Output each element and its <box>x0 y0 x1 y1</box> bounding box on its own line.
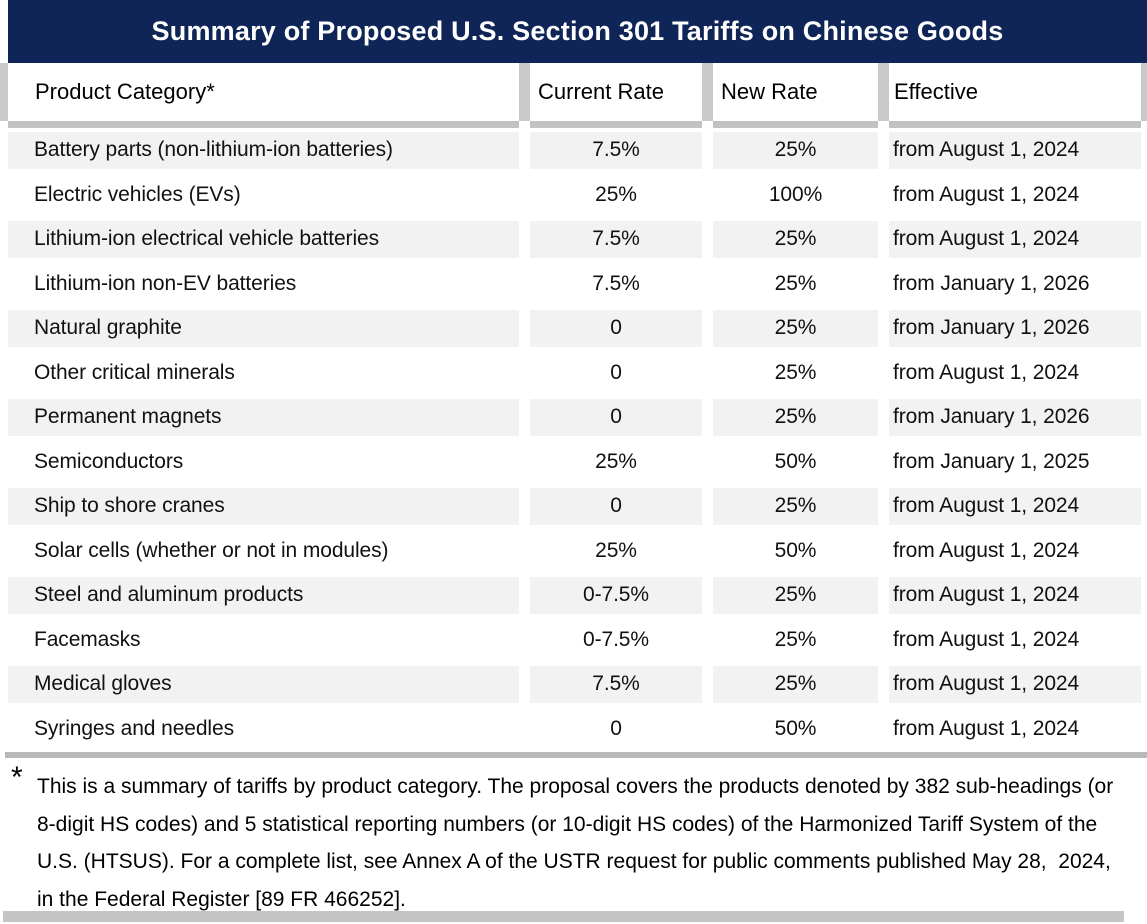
cell-new-rate: 25% <box>713 221 878 258</box>
cell-new-rate: 25% <box>774 360 817 384</box>
title-bar: Summary of Proposed U.S. Section 301 Tar… <box>8 0 1147 63</box>
cell-current-rate: 0-7.5% <box>530 577 702 614</box>
cell-new-rate: 25% <box>713 132 878 169</box>
table-row: Facemasks 0-7.5% 25% from August 1, 2024 <box>0 617 1147 662</box>
table-row: Battery parts (non-lithium-ion batteries… <box>0 128 1147 173</box>
header-underline <box>0 121 1147 128</box>
cell-product-category: Permanent magnets <box>8 399 519 436</box>
column-header-row: Product Category* Current Rate New Rate … <box>0 63 1147 121</box>
cell-effective: from August 1, 2024 <box>893 538 1080 562</box>
cell-product-category: Lithium-ion electrical vehicle batteries <box>8 221 519 258</box>
cell-new-rate: 50% <box>774 716 817 740</box>
cell-new-rate: 25% <box>713 666 878 703</box>
header-underline-segment <box>530 121 702 128</box>
cell-effective: from January 1, 2026 <box>889 310 1141 347</box>
table-row: Lithium-ion non-EV batteries 7.5% 25% fr… <box>0 261 1147 306</box>
cell-effective: from August 1, 2024 <box>893 182 1080 206</box>
header-underline-segment <box>713 121 878 128</box>
footnote-text: This is a summary of tariffs by product … <box>37 775 1120 911</box>
cell-effective: from January 1, 2026 <box>889 399 1141 436</box>
cell-new-rate: 50% <box>774 449 817 473</box>
header-underline-segment <box>8 121 519 128</box>
cell-product-category: Solar cells (whether or not in modules) <box>34 538 389 562</box>
cell-product-category: Facemasks <box>34 627 141 651</box>
cell-product-category: Syringes and needles <box>34 716 234 740</box>
header-underline-segment <box>889 121 1141 128</box>
table-row: Other critical minerals 0 25% from Augus… <box>0 350 1147 395</box>
cell-effective: from August 1, 2024 <box>889 577 1141 614</box>
cell-new-rate: 25% <box>713 577 878 614</box>
table-row: Ship to shore cranes 0 25% from August 1… <box>0 484 1147 529</box>
cell-current-rate: 25% <box>595 449 637 473</box>
cell-effective: from January 1, 2025 <box>893 449 1090 473</box>
cell-effective: from August 1, 2024 <box>889 132 1141 169</box>
cell-new-rate: 25% <box>774 627 817 651</box>
column-header-product-category: Product Category* <box>8 63 519 121</box>
cell-new-rate: 25% <box>774 271 817 295</box>
cell-effective: from August 1, 2024 <box>893 716 1080 740</box>
cell-effective: from January 1, 2026 <box>893 271 1090 295</box>
column-header-new-rate: New Rate <box>713 63 878 121</box>
cell-product-category: Natural graphite <box>8 310 519 347</box>
cell-current-rate: 7.5% <box>592 271 640 295</box>
table-body: Battery parts (non-lithium-ion batteries… <box>0 128 1147 751</box>
cell-current-rate: 25% <box>595 182 637 206</box>
table-row: Natural graphite 0 25% from January 1, 2… <box>0 306 1147 351</box>
table-row: Medical gloves 7.5% 25% from August 1, 2… <box>0 662 1147 707</box>
cell-new-rate: 100% <box>768 182 823 206</box>
table-row: Steel and aluminum products 0-7.5% 25% f… <box>0 573 1147 618</box>
table-row: Semiconductors 25% 50% from January 1, 2… <box>0 439 1147 484</box>
cell-product-category: Battery parts (non-lithium-ion batteries… <box>8 132 519 169</box>
cell-current-rate: 7.5% <box>530 132 702 169</box>
cell-current-rate: 7.5% <box>530 666 702 703</box>
table-row: Permanent magnets 0 25% from January 1, … <box>0 395 1147 440</box>
cell-current-rate: 7.5% <box>530 221 702 258</box>
cell-current-rate: 0 <box>530 488 702 525</box>
column-header-effective: Effective <box>889 63 1141 121</box>
footnote-divider <box>5 752 1147 758</box>
cell-current-rate: 0 <box>530 310 702 347</box>
cell-new-rate: 50% <box>774 538 817 562</box>
cell-product-category: Semiconductors <box>34 449 184 473</box>
cell-effective: from August 1, 2024 <box>893 360 1080 384</box>
cell-current-rate: 25% <box>595 538 637 562</box>
column-header-current-rate: Current Rate <box>530 63 702 121</box>
cell-effective: from August 1, 2024 <box>889 221 1141 258</box>
table-row: Solar cells (whether or not in modules) … <box>0 528 1147 573</box>
cell-current-rate: 0 <box>610 716 622 740</box>
cell-current-rate: 0-7.5% <box>583 627 649 651</box>
cell-new-rate: 25% <box>713 488 878 525</box>
cell-current-rate: 0 <box>530 399 702 436</box>
cell-product-category: Steel and aluminum products <box>8 577 519 614</box>
footnote-asterisk: * <box>11 761 23 794</box>
table-row: Syringes and needles 0 50% from August 1… <box>0 706 1147 751</box>
cell-product-category: Other critical minerals <box>34 360 235 384</box>
cell-effective: from August 1, 2024 <box>893 627 1080 651</box>
cell-effective: from August 1, 2024 <box>889 666 1141 703</box>
cell-new-rate: 25% <box>713 399 878 436</box>
cell-effective: from August 1, 2024 <box>889 488 1141 525</box>
table-row: Electric vehicles (EVs) 25% 100% from Au… <box>0 172 1147 217</box>
cell-product-category: Medical gloves <box>8 666 519 703</box>
table-row: Lithium-ion electrical vehicle batteries… <box>0 217 1147 262</box>
cell-product-category: Lithium-ion non-EV batteries <box>34 271 297 295</box>
cell-new-rate: 25% <box>713 310 878 347</box>
bottom-border-bar <box>3 911 1124 922</box>
cell-product-category: Electric vehicles (EVs) <box>34 182 241 206</box>
cell-product-category: Ship to shore cranes <box>8 488 519 525</box>
cell-current-rate: 0 <box>610 360 622 384</box>
document-title: Summary of Proposed U.S. Section 301 Tar… <box>151 16 1004 46</box>
